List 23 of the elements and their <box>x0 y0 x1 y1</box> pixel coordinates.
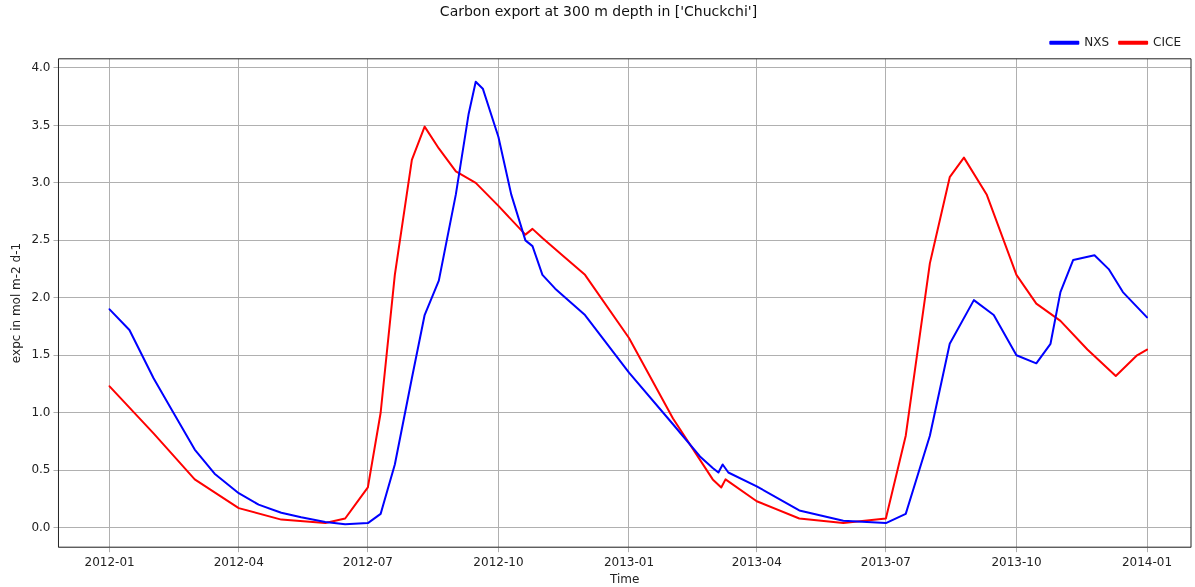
y-tick-label: 4.0 <box>31 60 51 75</box>
y-tick-label: 3.0 <box>31 175 51 190</box>
legend-label: CICE <box>1153 34 1182 49</box>
x-axis-title: Time <box>609 571 640 586</box>
y-axis-title: expc in mol m-2 d-1 <box>9 242 24 364</box>
y-tick-label: 2.0 <box>31 289 51 304</box>
x-tick-label: 2013-07 <box>860 554 911 569</box>
x-tick-label: 2013-04 <box>731 554 782 569</box>
y-tick-label: 1.5 <box>31 347 51 362</box>
y-tick-label: 2.5 <box>31 232 51 247</box>
x-tick-label: 2013-01 <box>603 554 655 569</box>
y-tick-label: 3.5 <box>31 117 51 132</box>
chart-title: Carbon export at 300 m depth in ['Chuckchi'] <box>439 3 758 20</box>
x-tick-label: 2012-01 <box>84 554 135 569</box>
y-tick-label: 0.5 <box>31 462 51 477</box>
y-tick-label: 1.0 <box>31 404 51 419</box>
y-tick-label: 0.0 <box>31 519 51 534</box>
x-tick-label: 2012-04 <box>213 554 264 569</box>
x-tick-label: 2012-10 <box>473 554 524 569</box>
x-tick-label: 2014-01 <box>1121 554 1173 569</box>
legend-label: NXS <box>1084 34 1110 49</box>
x-tick-label: 2013-10 <box>991 554 1042 569</box>
x-tick-label: 2012-07 <box>342 554 393 569</box>
